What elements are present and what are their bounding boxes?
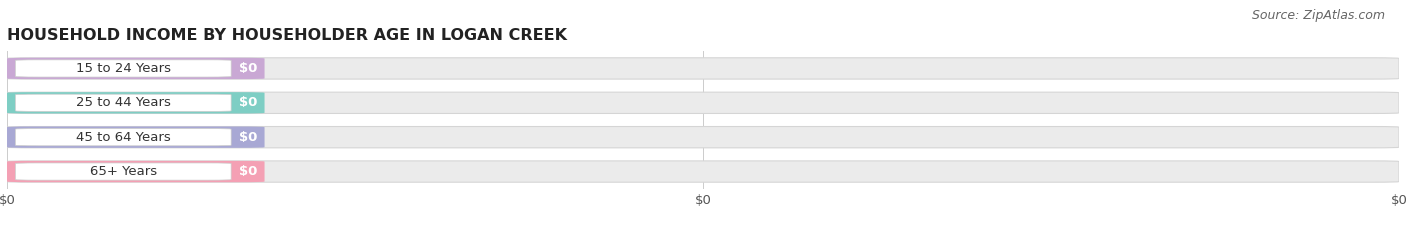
Text: 45 to 64 Years: 45 to 64 Years (76, 131, 170, 144)
FancyBboxPatch shape (7, 161, 1399, 182)
FancyBboxPatch shape (7, 58, 264, 79)
Text: $0: $0 (239, 165, 257, 178)
Text: $0: $0 (239, 62, 257, 75)
FancyBboxPatch shape (7, 92, 1399, 113)
FancyBboxPatch shape (15, 163, 231, 180)
Text: 15 to 24 Years: 15 to 24 Years (76, 62, 170, 75)
FancyBboxPatch shape (7, 161, 264, 182)
Text: Source: ZipAtlas.com: Source: ZipAtlas.com (1251, 9, 1385, 22)
Text: 65+ Years: 65+ Years (90, 165, 157, 178)
FancyBboxPatch shape (7, 127, 1399, 148)
Text: $0: $0 (239, 131, 257, 144)
FancyBboxPatch shape (15, 129, 231, 146)
FancyBboxPatch shape (15, 60, 231, 77)
FancyBboxPatch shape (7, 58, 1399, 79)
FancyBboxPatch shape (7, 127, 264, 148)
FancyBboxPatch shape (15, 94, 231, 111)
Text: $0: $0 (239, 96, 257, 109)
Text: HOUSEHOLD INCOME BY HOUSEHOLDER AGE IN LOGAN CREEK: HOUSEHOLD INCOME BY HOUSEHOLDER AGE IN L… (7, 28, 567, 43)
Text: 25 to 44 Years: 25 to 44 Years (76, 96, 170, 109)
FancyBboxPatch shape (7, 92, 264, 113)
